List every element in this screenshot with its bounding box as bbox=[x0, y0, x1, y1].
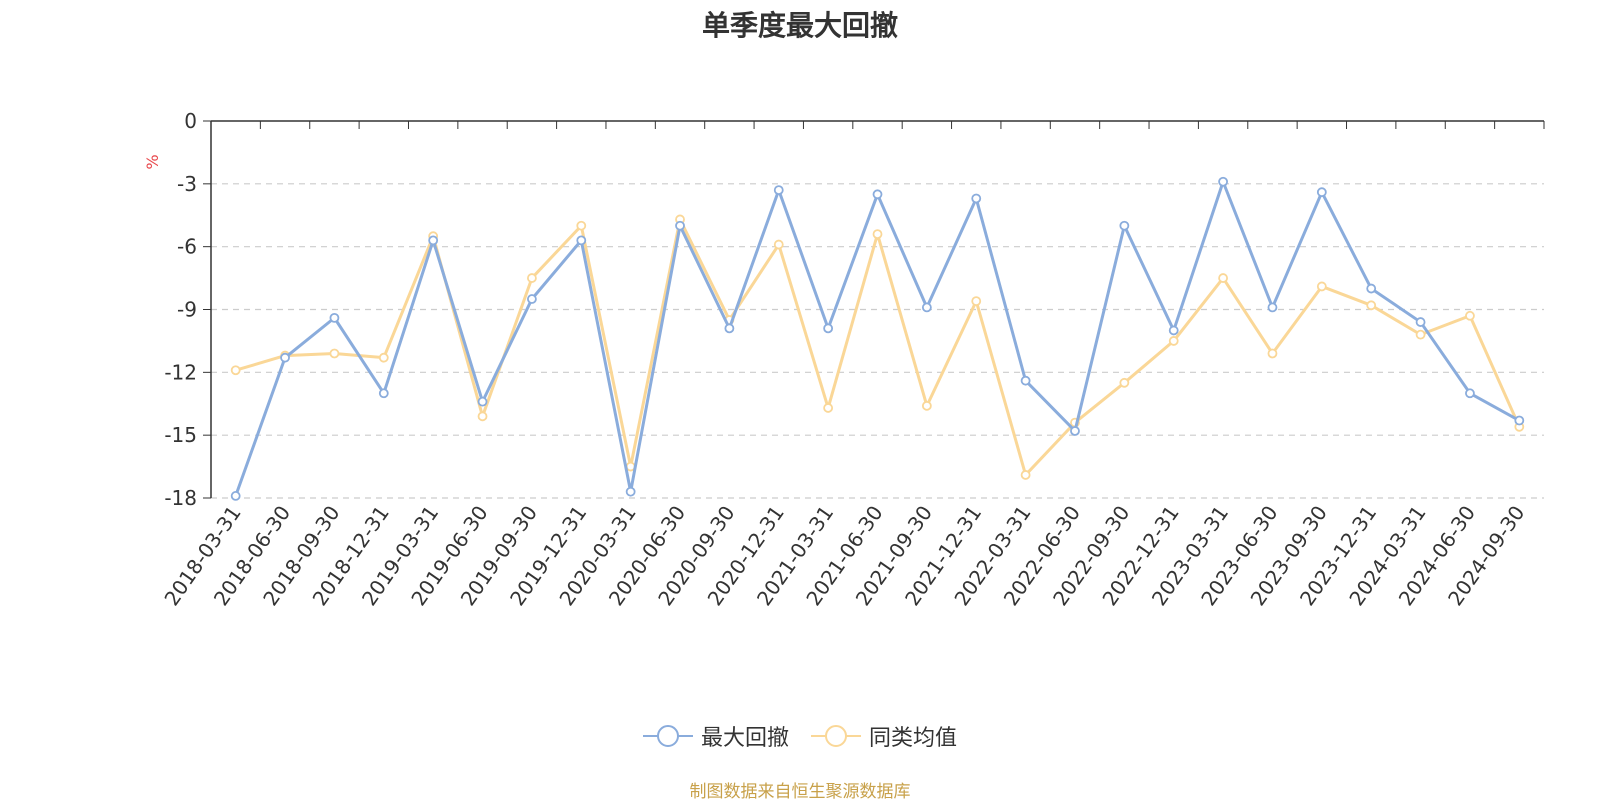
data-point bbox=[1366, 300, 1377, 311]
data-point bbox=[872, 189, 883, 200]
data-point bbox=[477, 396, 488, 407]
data-point bbox=[1020, 375, 1031, 386]
legend-label: 同类均值 bbox=[869, 726, 958, 751]
data-point bbox=[527, 294, 537, 304]
data-point bbox=[1514, 415, 1525, 426]
data-point bbox=[921, 302, 932, 313]
data-point bbox=[1168, 336, 1179, 346]
data-point bbox=[1020, 470, 1031, 480]
y-tick-label: -9 bbox=[177, 298, 197, 322]
y-tick-label: -15 bbox=[164, 423, 197, 447]
data-point bbox=[773, 239, 784, 250]
legend-item-series-2[interactable]: 同类均值 bbox=[811, 720, 957, 752]
data-point bbox=[428, 235, 439, 246]
data-point bbox=[675, 220, 685, 231]
data-point bbox=[872, 229, 883, 240]
data-point bbox=[1415, 329, 1426, 340]
data-point bbox=[1168, 325, 1179, 336]
y-tick-label: -6 bbox=[177, 235, 197, 259]
data-point bbox=[823, 323, 834, 334]
data-point bbox=[773, 185, 784, 196]
legend-label: 最大回撤 bbox=[700, 726, 789, 751]
data-point bbox=[971, 296, 982, 307]
data-point bbox=[1465, 310, 1475, 321]
legend-item-series-1[interactable]: 最大回撤 bbox=[642, 720, 789, 752]
data-point bbox=[823, 403, 834, 413]
chart-title: 单季度最大回撤 bbox=[701, 9, 898, 42]
data-point bbox=[477, 411, 488, 422]
data-point bbox=[1119, 377, 1130, 388]
data-point bbox=[625, 486, 636, 497]
data-point bbox=[329, 348, 340, 359]
series-line bbox=[234, 180, 1521, 497]
y-tick-label: 0 bbox=[184, 109, 197, 133]
data-point bbox=[576, 235, 587, 246]
data-point bbox=[230, 365, 241, 376]
data-point bbox=[724, 323, 735, 334]
data-point bbox=[1366, 283, 1377, 294]
data-point bbox=[921, 400, 932, 411]
data-point bbox=[527, 273, 537, 283]
data-point bbox=[1316, 187, 1327, 198]
grid-lines bbox=[211, 183, 1544, 499]
tick-labels: 0-3-6-9-12-15-18%2018-03-312018-06-30201… bbox=[143, 109, 1529, 610]
data-point bbox=[329, 312, 340, 323]
line-chart: 0-3-6-9-12-15-18%2018-03-312018-06-30201… bbox=[143, 109, 1545, 610]
data-point bbox=[280, 352, 290, 363]
data-point bbox=[1218, 273, 1228, 283]
y-tick-label: -12 bbox=[164, 360, 197, 384]
data-point bbox=[230, 491, 241, 501]
data-point bbox=[1218, 176, 1228, 187]
y-axis-label: % bbox=[143, 154, 162, 169]
legend: 最大回撤 同类均值 bbox=[0, 720, 1600, 752]
data-point bbox=[576, 220, 587, 231]
source-note: 制图数据来自恒生聚源数据库 bbox=[689, 782, 911, 802]
circle-line-icon bbox=[642, 725, 693, 747]
data-point bbox=[971, 193, 982, 204]
data-point bbox=[1465, 388, 1475, 399]
data-point bbox=[378, 352, 389, 363]
data-point bbox=[1316, 281, 1327, 292]
data-point bbox=[1070, 426, 1080, 436]
data-point bbox=[1119, 220, 1130, 231]
circle-line-icon bbox=[811, 725, 861, 747]
data-point bbox=[1267, 348, 1278, 359]
axes bbox=[203, 120, 1545, 499]
data-point bbox=[378, 388, 389, 399]
series-lines bbox=[230, 176, 1525, 501]
data-point bbox=[1415, 317, 1426, 327]
y-tick-label: -3 bbox=[177, 172, 197, 196]
data-point bbox=[1267, 302, 1278, 313]
y-tick-label: -18 bbox=[164, 486, 197, 510]
